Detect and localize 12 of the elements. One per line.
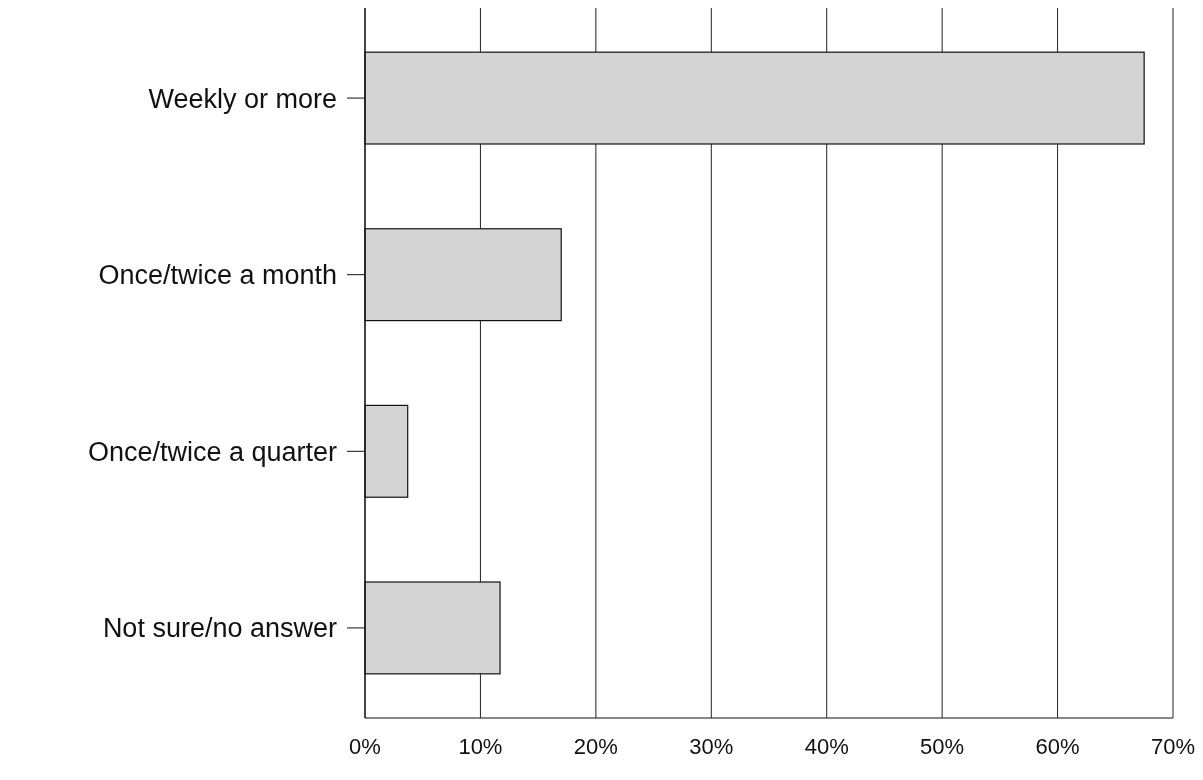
x-tick-label: 40% (804, 734, 849, 759)
x-tick-label: 20% (573, 734, 618, 759)
y-tick-label: Once/twice a month (98, 260, 337, 291)
x-tick-label: 30% (689, 734, 734, 759)
x-tick-label: 0% (349, 734, 381, 759)
y-tick-label: Weekly or more (148, 83, 337, 114)
y-tick-label: Not sure/no answer (102, 613, 337, 644)
y-tick-label: Once/twice a quarter (87, 436, 337, 467)
x-tick-label: 50% (920, 734, 965, 759)
x-tick-label: 60% (1035, 734, 1080, 759)
x-tick-label: 70% (1150, 734, 1196, 759)
x-tick-label: 10% (458, 734, 503, 759)
